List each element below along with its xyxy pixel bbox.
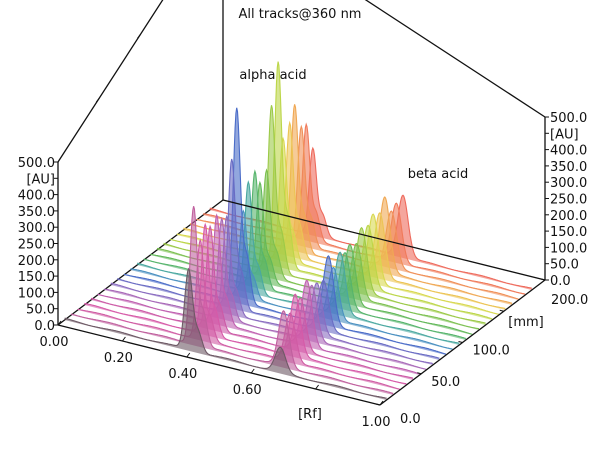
x-tick-label: 0.20 [104, 351, 133, 366]
z-tick-label-left: 200.0 [18, 254, 55, 269]
z-tick-label-left: 400.0 [18, 189, 55, 204]
x-tick [250, 368, 255, 374]
annotation-beta-acid: beta acid [408, 167, 468, 182]
track-line [97, 213, 420, 375]
track-line [64, 267, 387, 399]
z-axis-label-left: [AU] [26, 172, 55, 187]
track-separator [110, 286, 433, 368]
track-line [77, 238, 400, 390]
z-tick-label-left: 100.0 [18, 286, 55, 301]
z-tick-label-right: 150.0 [550, 225, 587, 240]
track-separator [71, 316, 394, 398]
z-tick-label-left: 500.0 [18, 156, 55, 171]
floor-back-edge [222, 199, 546, 281]
x-tick-label: 0.40 [168, 367, 197, 382]
track-line [104, 217, 427, 370]
z-tick-label-left: 350.0 [18, 205, 55, 220]
track-separator [64, 321, 387, 403]
track-separator [117, 281, 440, 363]
z-tick-label-left: 300.0 [18, 221, 55, 236]
x-tick-label: 1.00 [362, 415, 391, 430]
y-tick [375, 403, 381, 406]
x-tick-label: 0.00 [40, 335, 69, 350]
track-separator [77, 311, 400, 393]
z-tick-label-right: 500.0 [550, 111, 587, 126]
tracks [64, 61, 532, 403]
top-back-edge [364, 0, 546, 118]
y-tick-label: 100.0 [473, 344, 510, 359]
x-tick [122, 336, 126, 342]
y-axis-label: [mm] [508, 315, 543, 330]
z-axis-label-right: [AU] [550, 127, 579, 142]
diag-tick [95, 97, 100, 103]
z-tick-label-left: 250.0 [18, 238, 55, 253]
x-tick [379, 400, 384, 406]
axis-ticks: 0.00.050.050.0100.0100.0150.0150.0200.02… [18, 33, 588, 430]
track-fill [117, 159, 440, 360]
top-left-edge [57, 0, 164, 163]
x-tick-label: 0.60 [233, 383, 262, 398]
x-tick [315, 384, 320, 390]
track-line [110, 214, 433, 364]
z-tick-label-right: 200.0 [550, 209, 587, 224]
y-tick-label: 200.0 [551, 293, 588, 308]
z-tick-label-right: 400.0 [550, 144, 587, 159]
z-tick-label-right: 250.0 [550, 193, 587, 208]
z-tick-label-right: 100.0 [550, 241, 587, 256]
track-line [84, 222, 407, 385]
z-tick-label-right: 0.0 [550, 274, 571, 289]
z-tick-label-right: 300.0 [550, 176, 587, 191]
x-tick [57, 320, 62, 326]
track-separator [84, 306, 407, 388]
track-line [117, 158, 440, 359]
x-tick [186, 352, 191, 358]
z-tick-label-right: 50.0 [550, 258, 579, 273]
y-tick [499, 309, 504, 312]
x-axis-label: [Rf] [298, 407, 322, 422]
annotation-alpha-acid: alpha acid [239, 68, 306, 83]
track-separator [90, 301, 414, 383]
x-axis [57, 324, 381, 406]
y-tick [417, 372, 422, 375]
z-tick-label-left: 150.0 [18, 270, 55, 285]
chart-title: All tracks@360 nm [239, 7, 362, 22]
y-tick-label: 0.0 [400, 412, 421, 427]
track-line [71, 206, 394, 395]
diag-tick [137, 33, 141, 39]
z-tick-label-right: 350.0 [550, 160, 587, 175]
track-separator [104, 291, 427, 373]
y-tick-label: 50.0 [431, 375, 460, 390]
z-tick-label-left: 50.0 [26, 303, 55, 318]
y-tick [540, 278, 546, 281]
track-separator [97, 296, 420, 378]
y-tick [458, 341, 463, 343]
track-line [90, 224, 414, 379]
z-tick-label-left: 0.0 [34, 319, 55, 334]
